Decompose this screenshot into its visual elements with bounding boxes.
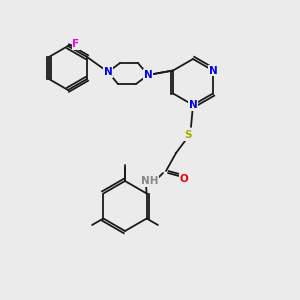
Text: NH: NH — [141, 176, 159, 186]
Text: N: N — [103, 67, 112, 77]
Text: N: N — [189, 100, 197, 110]
Text: N: N — [144, 70, 152, 80]
Text: S: S — [184, 130, 192, 140]
Text: O: O — [180, 174, 188, 184]
Text: N: N — [208, 65, 217, 76]
Text: F: F — [72, 39, 80, 49]
